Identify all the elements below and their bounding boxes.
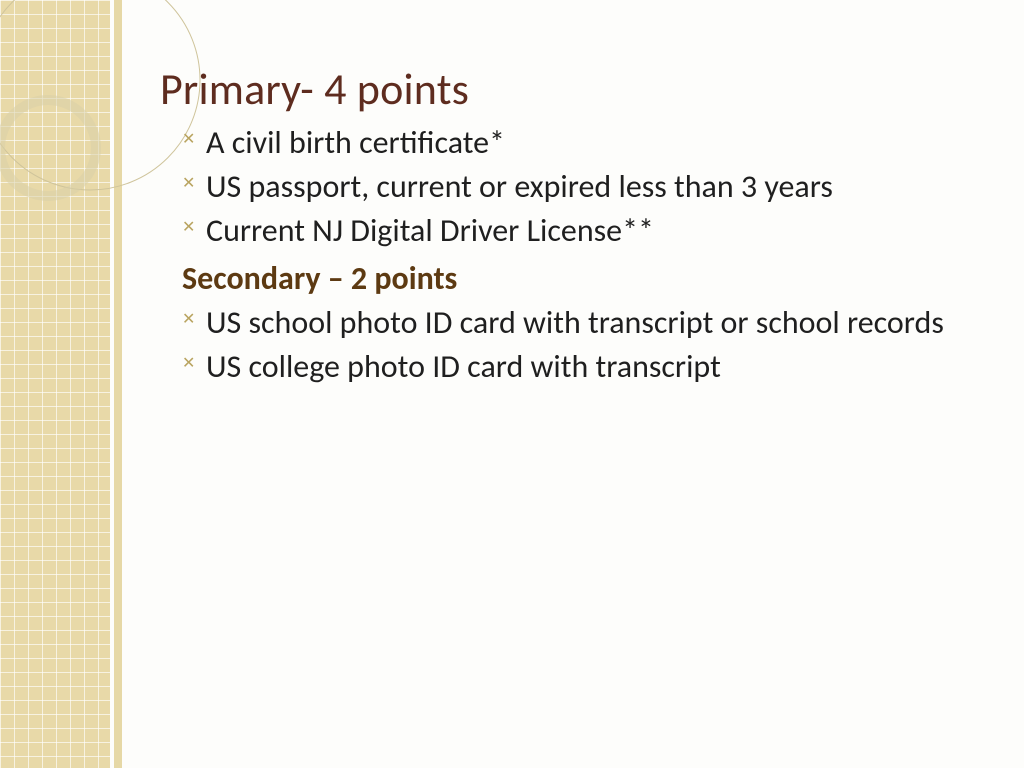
list-item: US passport, current or expired less tha… <box>182 166 984 208</box>
primary-list: A civil birth certificate* US passport, … <box>182 122 984 253</box>
slide-content: Primary- 4 points A civil birth certific… <box>160 62 984 390</box>
secondary-heading: Secondary – 2 points <box>182 259 984 298</box>
list-item: US school photo ID card with transcript … <box>182 302 984 344</box>
list-item: A civil birth certificate* <box>182 122 984 164</box>
left-decorative-band <box>0 0 110 768</box>
list-item: US college photo ID card with transcript <box>182 346 984 388</box>
list-item: Current NJ Digital Driver License** <box>182 210 984 252</box>
secondary-list: US school photo ID card with transcript … <box>182 302 984 388</box>
slide-title: Primary- 4 points <box>160 62 984 116</box>
